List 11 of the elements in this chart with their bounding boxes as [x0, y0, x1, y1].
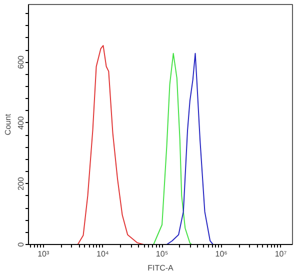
x-tick-label: 10⁶: [215, 250, 228, 258]
y-tick-label: 200: [16, 176, 26, 190]
x-tick-label: 10⁷: [274, 250, 287, 258]
x-axis-title: FITC-A: [148, 264, 174, 272]
x-tick-label: 10⁵: [156, 250, 168, 258]
x-tick-label: 10³: [38, 250, 50, 258]
x-tick-label: 10⁴: [96, 250, 110, 258]
y-tick-label: 400: [16, 116, 26, 130]
y-tick-label: 0: [16, 242, 26, 247]
y-axis-title: Count: [4, 113, 12, 136]
y-tick-label: 600: [16, 54, 26, 69]
